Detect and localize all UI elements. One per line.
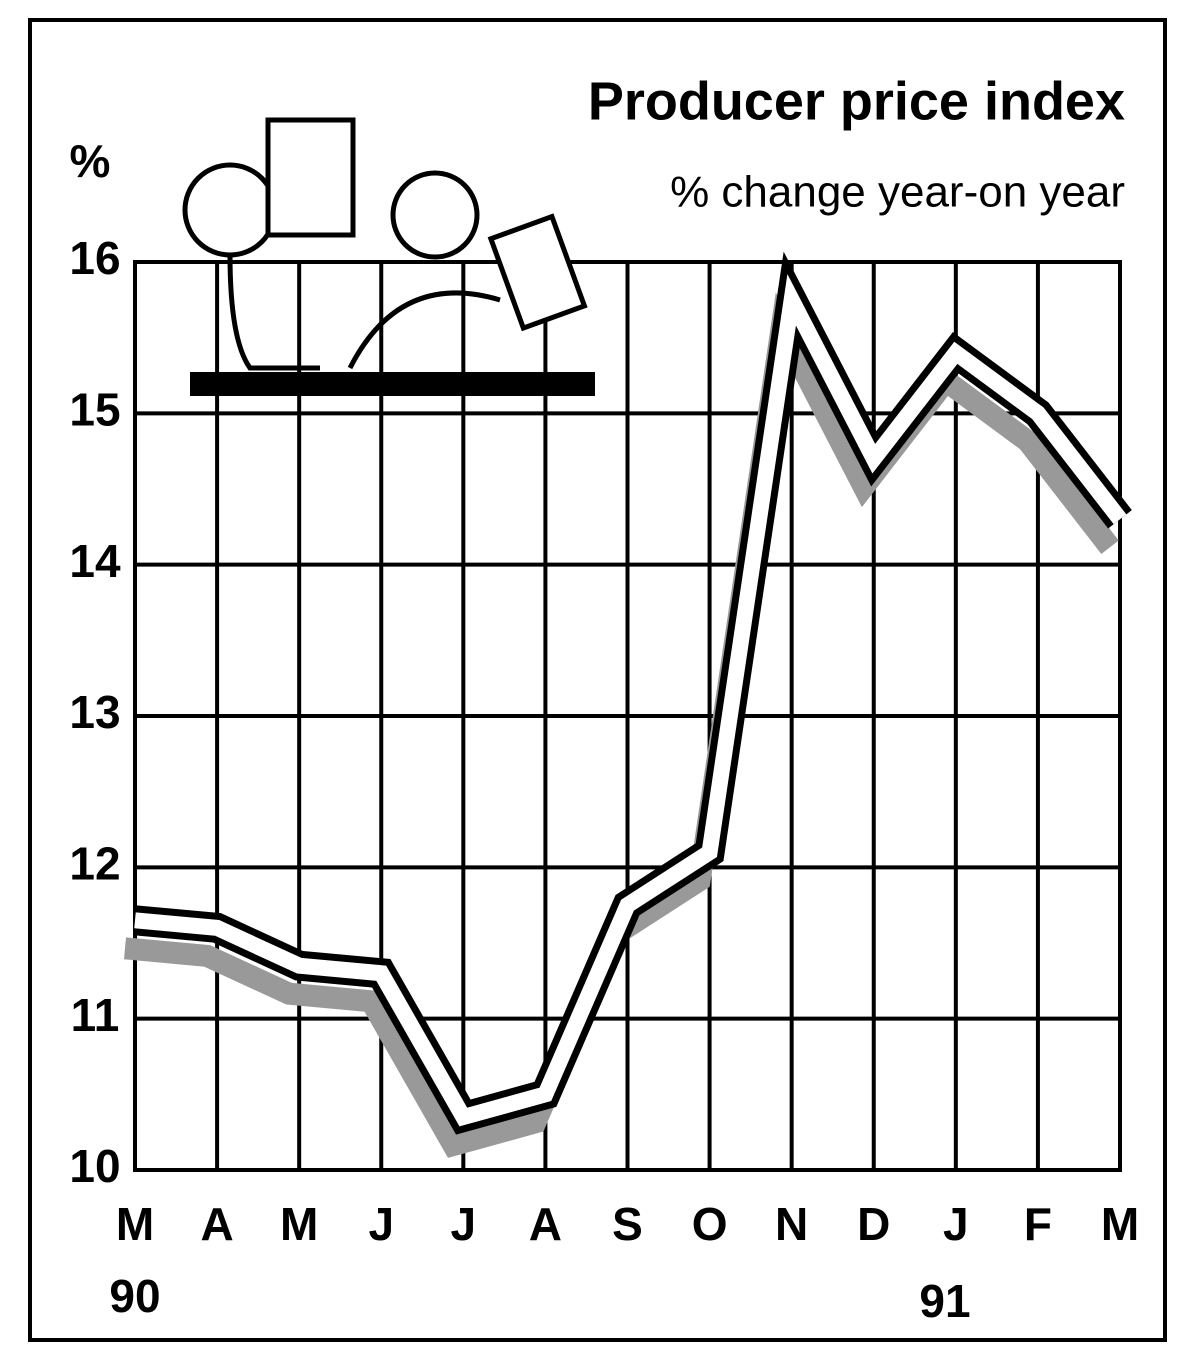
x-tick-label: D <box>857 1198 890 1250</box>
x-tick-label: F <box>1024 1198 1052 1250</box>
illustration <box>185 120 595 396</box>
y-tick-label: 14 <box>69 535 121 587</box>
x-tick-label: N <box>775 1198 808 1250</box>
x-tick-label: S <box>612 1198 643 1250</box>
shelf <box>190 372 595 396</box>
chart-title: Producer price index <box>588 71 1125 131</box>
y-tick-label: 10 <box>69 1140 120 1192</box>
x-tick-label: A <box>529 1198 562 1250</box>
year-label: 90 <box>109 1270 160 1322</box>
line-shadow <box>125 328 1110 1145</box>
x-tick-label: J <box>451 1198 477 1250</box>
box <box>491 217 585 329</box>
x-tick-label: M <box>1101 1198 1139 1250</box>
y-tick-label: 15 <box>69 383 120 435</box>
figure-body <box>230 255 500 368</box>
x-tick-label: M <box>116 1198 154 1250</box>
chart-subtitle: % change year-on year <box>670 168 1125 217</box>
figure-head <box>185 165 275 255</box>
x-tick-label: J <box>943 1198 969 1250</box>
y-tick-label: 12 <box>69 837 120 889</box>
x-tick-label: A <box>200 1198 233 1250</box>
box <box>268 120 353 235</box>
x-tick-label: M <box>280 1198 318 1250</box>
y-tick-label: 11 <box>71 989 120 1041</box>
x-tick-label: O <box>692 1198 728 1250</box>
figure-head <box>393 173 477 257</box>
year-label: 91 <box>919 1275 970 1327</box>
y-axis-label: % <box>70 135 111 187</box>
y-tick-label: 16 <box>69 232 120 284</box>
x-tick-label: J <box>368 1198 394 1250</box>
chart: Producer price index % change year-on ye… <box>0 0 1180 1356</box>
y-tick-label: 13 <box>69 686 120 738</box>
